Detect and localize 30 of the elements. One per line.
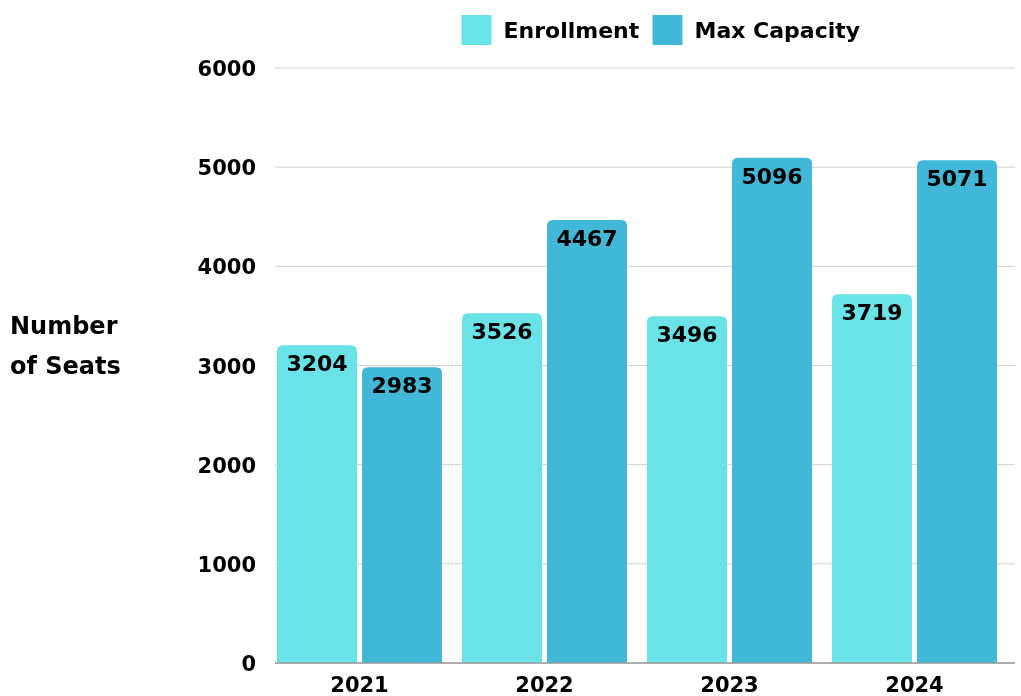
data-label: 5071	[926, 166, 988, 192]
data-label: 3204	[286, 351, 348, 377]
y-axis-title: Number of Seats	[10, 312, 121, 380]
bar	[917, 160, 997, 663]
data-label: 5096	[741, 163, 803, 189]
x-tick-label: 2021	[330, 673, 389, 696]
x-tick-label: 2024	[885, 673, 944, 696]
y-tick-label: 6000	[197, 57, 256, 81]
data-label: 3496	[656, 322, 718, 348]
bar	[547, 220, 627, 663]
data-label: 2983	[371, 373, 433, 399]
x-tick-label: 2023	[700, 673, 759, 696]
y-tick-label: 0	[241, 652, 256, 676]
legend-label: Enrollment	[503, 18, 640, 43]
data-label: 3526	[471, 319, 533, 345]
bar	[277, 345, 357, 663]
data-label: 3719	[841, 300, 903, 326]
bar	[832, 294, 912, 663]
y-tick-label: 2000	[197, 453, 256, 478]
y-tick-label: 5000	[197, 156, 256, 181]
bar	[732, 157, 812, 663]
y-tick-label: 3000	[197, 354, 256, 379]
bar	[647, 316, 727, 663]
bar	[362, 367, 442, 663]
legend-label: Max Capacity	[694, 18, 861, 43]
x-tick-label: 2022	[515, 673, 574, 696]
data-label: 4467	[556, 226, 618, 252]
bar	[462, 313, 542, 663]
y-tick-label: 1000	[197, 552, 256, 577]
y-tick-label: 4000	[197, 255, 256, 280]
